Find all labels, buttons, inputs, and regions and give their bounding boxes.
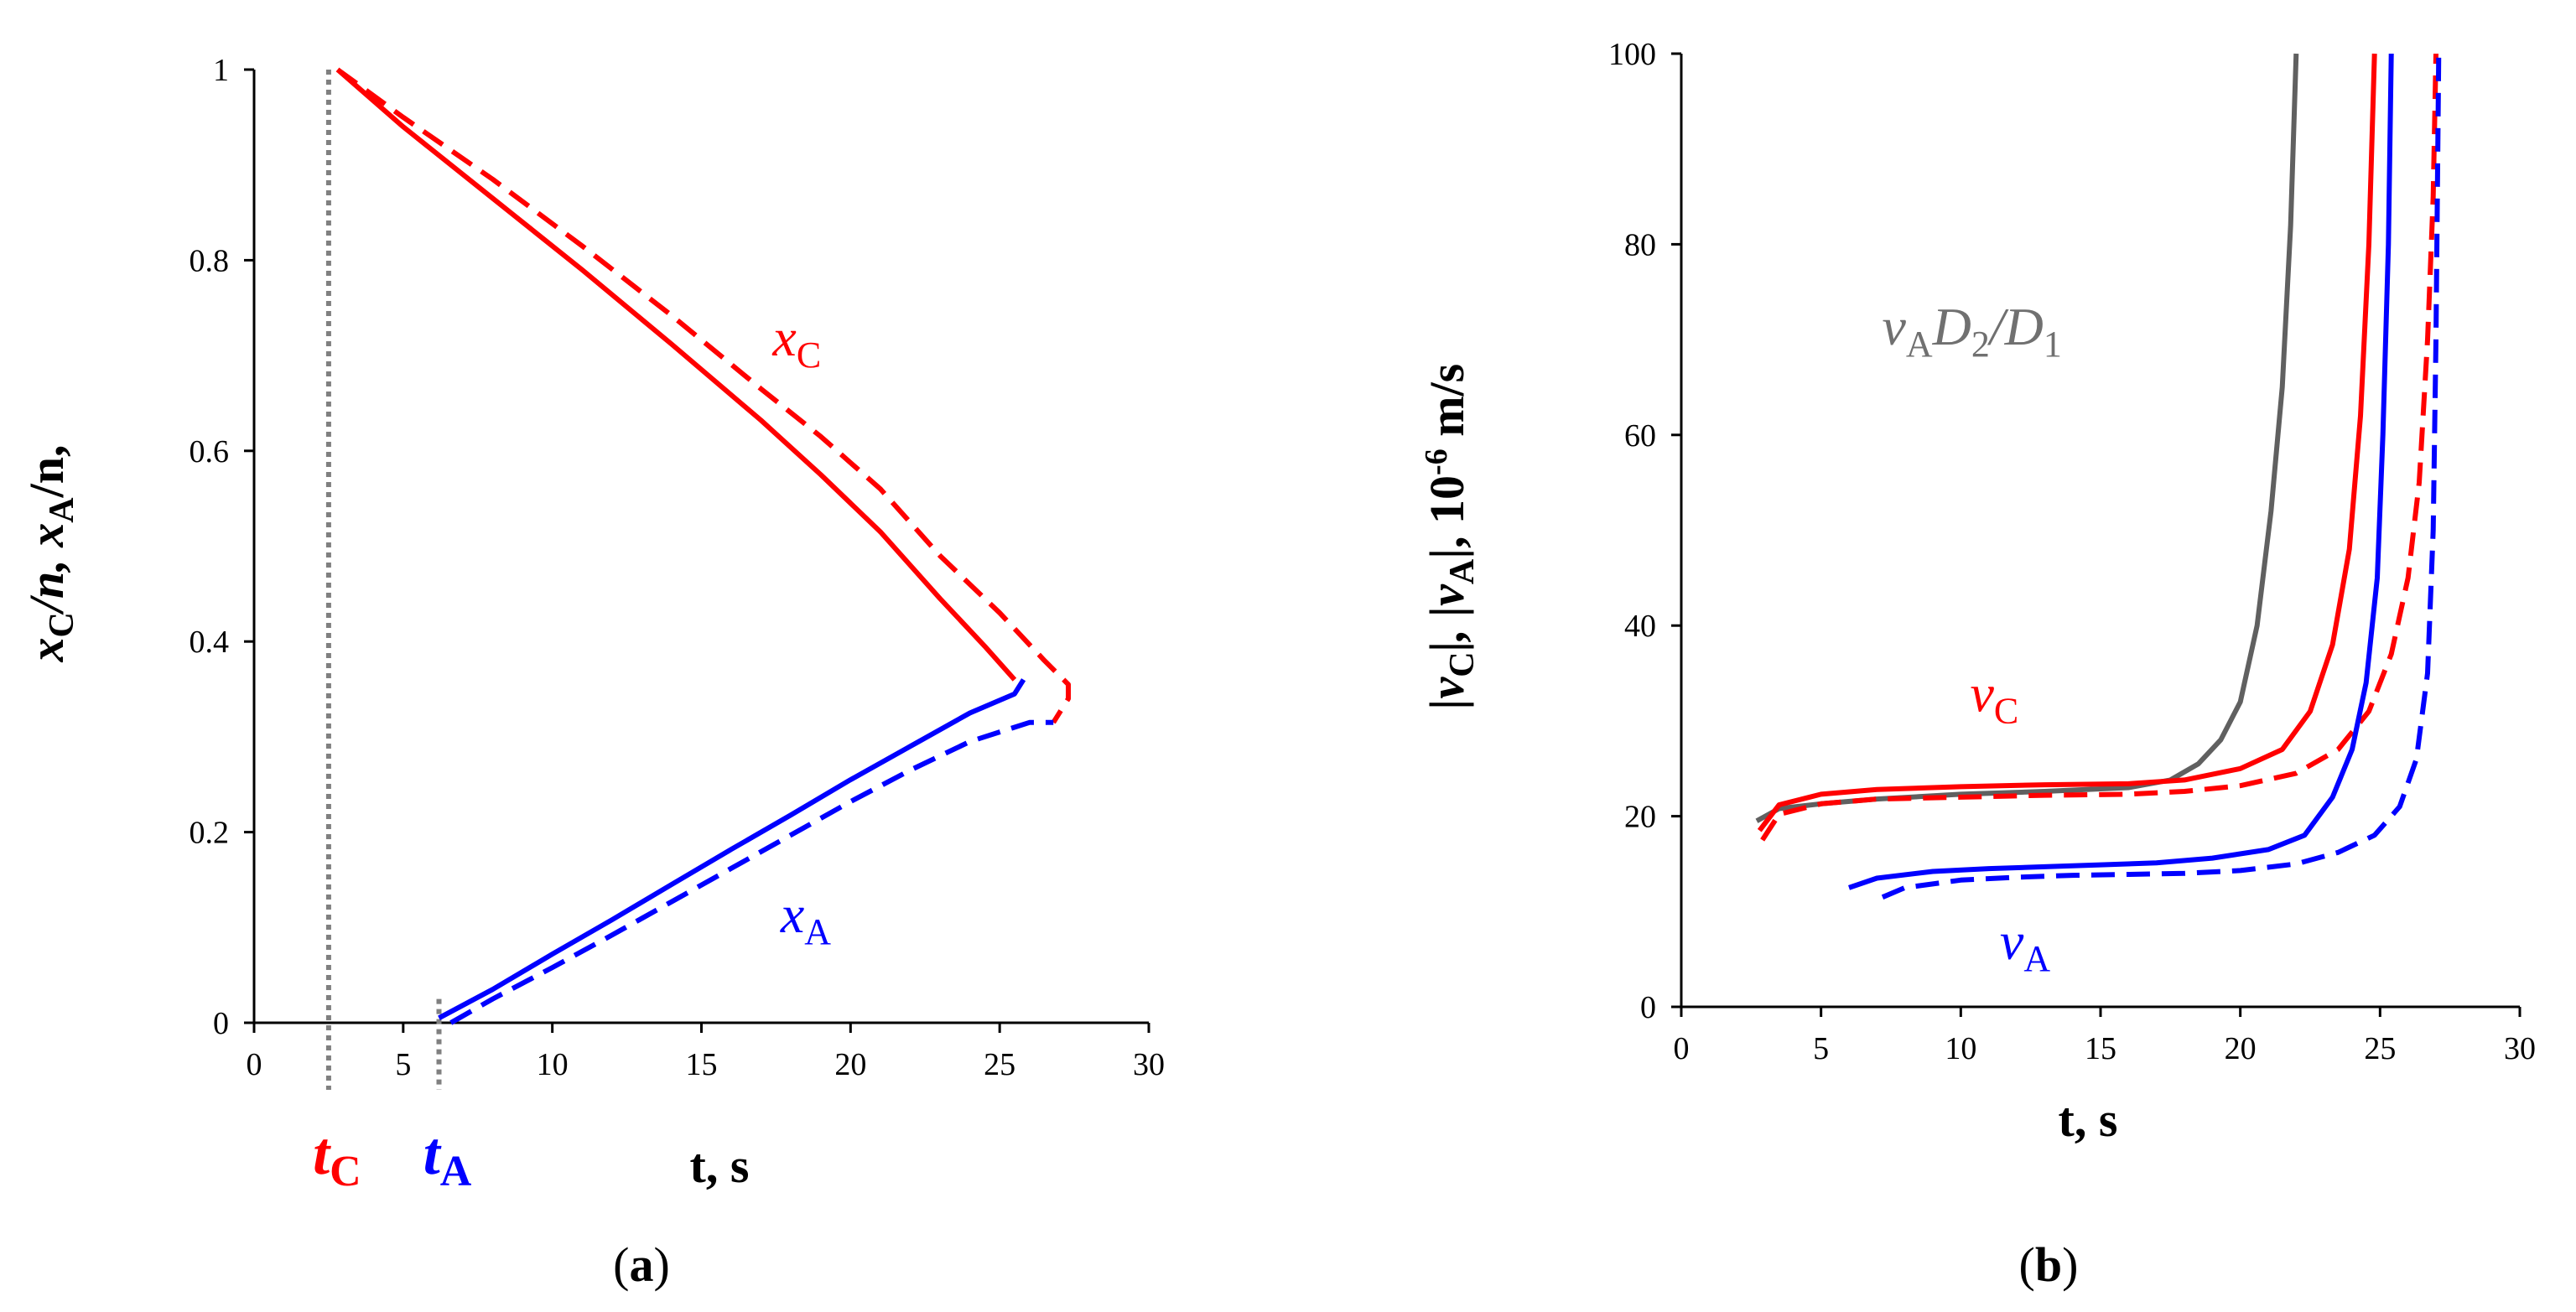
x-tick-label: 15 (686, 1047, 718, 1082)
panel-b-chart: 0 5 10 15 20 25 30 0 20 40 60 80 100 vAD2/D1 vC vA t, s |… (1419, 37, 2536, 1292)
x-tick-label: 25 (2364, 1031, 2396, 1066)
series-v-c-solid (1757, 53, 2377, 832)
x-axis-label: t, s (2059, 1092, 2118, 1147)
series-v-a-dashed (1881, 53, 2442, 900)
series-x-a-dashed (449, 719, 1054, 1025)
y-tick-label: 0.6 (190, 434, 230, 469)
marker-label-t_A: tA (423, 1120, 472, 1195)
y-axis-label: xC/n, xA/n, (19, 445, 81, 663)
y-tick-label: 40 (1624, 609, 1656, 644)
series-label-vA: vA (2000, 911, 2050, 979)
y-tick-label: 0 (213, 1006, 229, 1041)
series-label-vA: vAD2/D1 (1882, 297, 2061, 365)
y-tick-label: 0.4 (190, 625, 230, 660)
x-tick-label: 10 (537, 1047, 569, 1082)
y-tick-label: 100 (1608, 37, 1656, 72)
x-tick-label: 30 (2504, 1031, 2536, 1066)
x-tick-label: 10 (1945, 1031, 1976, 1066)
x-tick-label: 0 (247, 1047, 262, 1082)
x-axis-label: t, s (690, 1138, 750, 1193)
y-tick-label: 0 (1640, 990, 1656, 1025)
panel-label: (b) (2019, 1237, 2079, 1292)
y-tick-label: 0.8 (190, 243, 230, 278)
panel-a-chart: 0 5 10 15 20 25 30 0 0.2 0.4 0.6 0.8 1 tC tA xC xA t, s xC… (19, 53, 1165, 1292)
x-tick-label: 0 (1674, 1031, 1690, 1066)
x-tick-label: 25 (984, 1047, 1015, 1082)
series-v-c-dashed (1760, 53, 2438, 842)
series-x-c-solid (335, 67, 1017, 682)
y-tick-label: 20 (1624, 800, 1656, 835)
x-tick-label: 5 (395, 1047, 411, 1082)
x-tick-label: 15 (2085, 1031, 2116, 1066)
marker-label-t_C: tC (313, 1120, 361, 1195)
series-label-xC: xC (771, 308, 821, 376)
y-axis-label: |vC|, |vA|, 10-6 m/s (1419, 364, 1482, 709)
x-tick-label: 20 (834, 1047, 866, 1082)
series-label-vC: vC (1970, 664, 2018, 732)
x-tick-label: 30 (1133, 1047, 1165, 1082)
panel-label: (a) (613, 1237, 670, 1292)
y-tick-label: 80 (1624, 227, 1656, 262)
series-x-a-solid (438, 678, 1026, 1020)
y-tick-label: 60 (1624, 418, 1656, 454)
series-v-a-d2-d1 (1755, 53, 2299, 823)
x-tick-label: 5 (1813, 1031, 1829, 1066)
y-tick-label: 1 (213, 53, 229, 88)
y-tick-label: 0.2 (190, 816, 230, 851)
series-x-c-dashed (335, 67, 1071, 724)
series-label-xA: xA (780, 884, 831, 952)
series-v-a-solid (1848, 53, 2394, 890)
x-tick-label: 20 (2225, 1031, 2257, 1066)
